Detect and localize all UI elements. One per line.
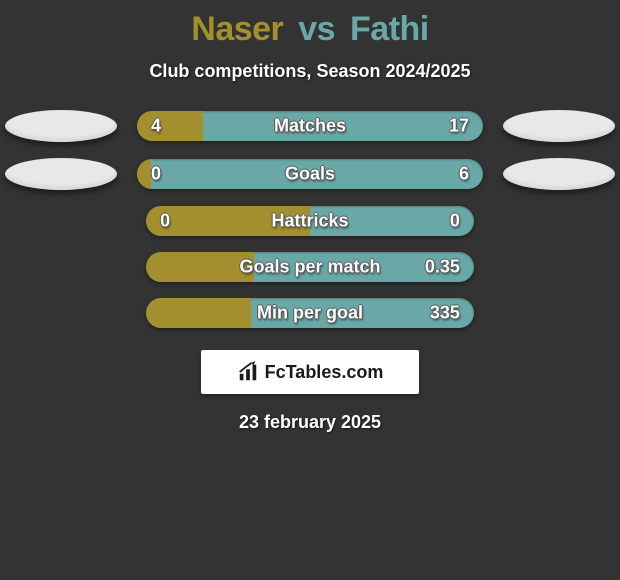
stat-bar: Matches417 [137, 111, 483, 141]
vs-separator: vs [292, 10, 341, 48]
stat-bar: Goals per match0.35 [146, 252, 474, 282]
player-a-name: Naser [191, 10, 283, 48]
stat-value-left: 0 [151, 164, 161, 185]
team-logo-left [5, 110, 117, 142]
stat-bar: Hattricks00 [146, 206, 474, 236]
stat-row: Matches417 [0, 110, 620, 142]
page-title: Naser vs Fathi [0, 0, 620, 49]
stat-value-right: 17 [449, 116, 469, 137]
stat-value-right: 335 [430, 303, 460, 324]
subtitle: Club competitions, Season 2024/2025 [0, 61, 620, 82]
comparison-chart: Matches417Goals06Hattricks00Goals per ma… [0, 110, 620, 328]
stat-bar-left-fill [137, 111, 203, 141]
stat-bar-left-fill [137, 159, 151, 189]
stat-bar-left-fill [146, 252, 254, 282]
stat-row: Goals per match0.35 [0, 252, 620, 282]
stat-row: Hattricks00 [0, 206, 620, 236]
stat-label: Goals [137, 164, 483, 185]
stat-bar: Goals0 6 [137, 159, 483, 189]
player-b-name: Fathi [350, 10, 429, 48]
stat-value-right: 0.35 [425, 257, 460, 278]
stat-value-right: 6 [459, 164, 469, 185]
bar-chart-icon [237, 361, 259, 383]
brand-badge: FcTables.com [201, 350, 419, 394]
date-text: 23 february 2025 [239, 412, 381, 433]
stat-bar-left-fill [146, 206, 310, 236]
stat-row: Min per goal335 [0, 298, 620, 328]
team-logo-left [5, 158, 117, 190]
team-logo-right [503, 158, 615, 190]
stat-value-right: 0 [450, 211, 460, 232]
stat-bar: Min per goal335 [146, 298, 474, 328]
brand-text: FcTables.com [265, 362, 384, 383]
stat-row: Goals0 6 [0, 158, 620, 190]
stat-bar-left-fill [146, 298, 251, 328]
team-logo-right [503, 110, 615, 142]
